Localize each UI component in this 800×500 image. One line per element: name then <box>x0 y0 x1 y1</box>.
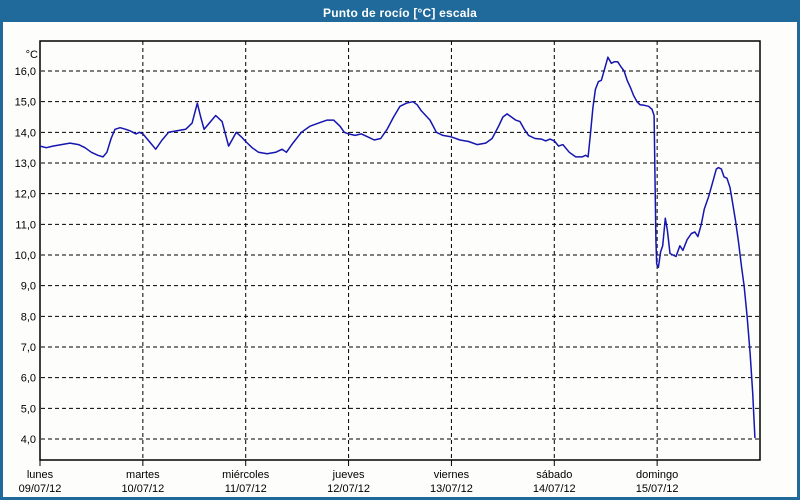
y-tick-label: 14,0 <box>15 127 36 139</box>
y-axis-unit-label: °C <box>26 49 38 61</box>
day-name-label: jueves <box>332 469 365 481</box>
y-tick-label: 8,0 <box>21 311 36 323</box>
dewpoint-series-line <box>39 56 756 439</box>
day-date-label: 12/07/12 <box>327 483 370 495</box>
window-title: Punto de rocío [°C] escala <box>322 5 478 20</box>
day-name-label: miércoles <box>222 469 270 481</box>
y-tick-label: 4,0 <box>21 434 36 446</box>
day-name-label: sábado <box>536 469 572 481</box>
dewpoint-chart: 16,0 15,0 14,0 13,0 12,0 11,0 10,0 9,0 8,0 7,0 6,0… <box>15 40 761 495</box>
y-tick-label: 12,0 <box>15 189 36 201</box>
window-titlebar: Punto de rocío [°C] escala <box>3 3 797 22</box>
day-name-label: martes <box>126 469 160 481</box>
y-tick-label: 7,0 <box>21 342 36 354</box>
y-tick-label: 13,0 <box>15 158 36 170</box>
y-tick-label: 16,0 <box>15 66 36 78</box>
y-tick-label: 5,0 <box>21 403 36 415</box>
y-tick-label: 11,0 <box>15 219 36 231</box>
plot-border <box>39 40 761 461</box>
y-tick-label: 9,0 <box>21 281 36 293</box>
day-date-label: 15/07/12 <box>636 483 679 495</box>
chart-area: 16,0 15,0 14,0 13,0 12,0 11,0 10,0 9,0 8,0 7,0 6,0… <box>3 22 797 497</box>
y-tick-label: 15,0 <box>15 97 36 109</box>
day-name-label: lunes <box>27 469 54 481</box>
day-date-label: 09/07/12 <box>19 483 62 495</box>
day-date-label: 10/07/12 <box>121 483 164 495</box>
y-tick-label: 6,0 <box>21 373 36 385</box>
day-name-label: domingo <box>636 469 678 481</box>
y-tick-label: 10,0 <box>15 250 36 262</box>
day-date-label: 14/07/12 <box>533 483 576 495</box>
day-name-label: viernes <box>434 469 470 481</box>
day-date-label: 11/07/12 <box>225 483 267 495</box>
day-date-label: 13/07/12 <box>430 483 473 495</box>
